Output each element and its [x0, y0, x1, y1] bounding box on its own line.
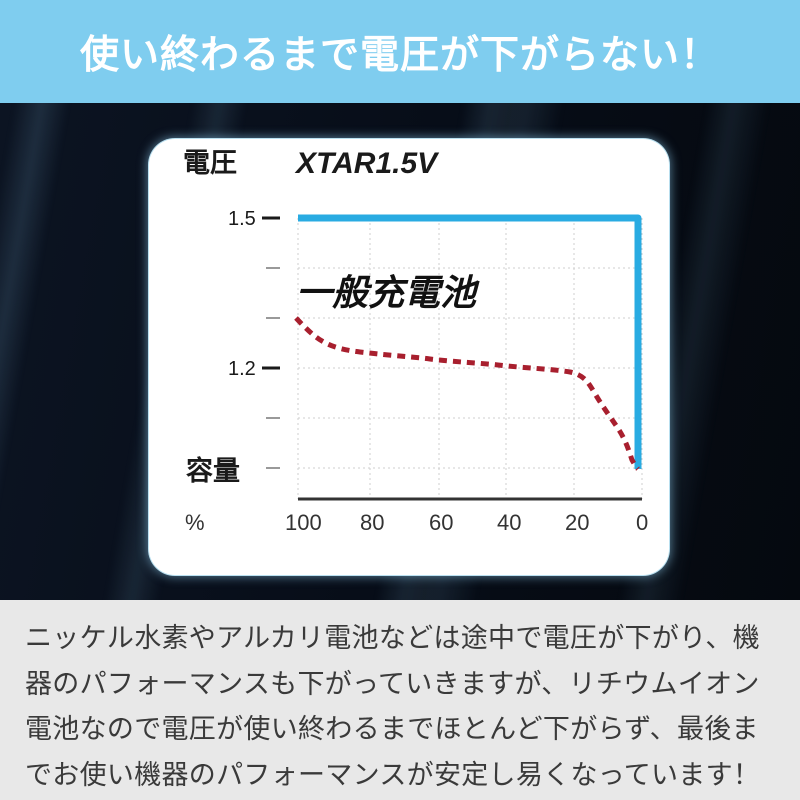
svg-text:%: % — [185, 510, 205, 535]
svg-text:XTAR1.5V: XTAR1.5V — [294, 147, 440, 180]
svg-text:一般充電池: 一般充電池 — [296, 272, 480, 313]
svg-text:1.5: 1.5 — [228, 208, 256, 230]
svg-text:80: 80 — [360, 510, 384, 535]
svg-text:0: 0 — [636, 510, 648, 535]
svg-text:容量: 容量 — [186, 455, 240, 486]
svg-text:60: 60 — [429, 510, 453, 535]
svg-text:20: 20 — [565, 510, 589, 535]
svg-text:100: 100 — [285, 510, 322, 535]
svg-text:1.2: 1.2 — [228, 358, 256, 380]
svg-text:40: 40 — [497, 510, 521, 535]
svg-text:電圧: 電圧 — [183, 148, 237, 178]
